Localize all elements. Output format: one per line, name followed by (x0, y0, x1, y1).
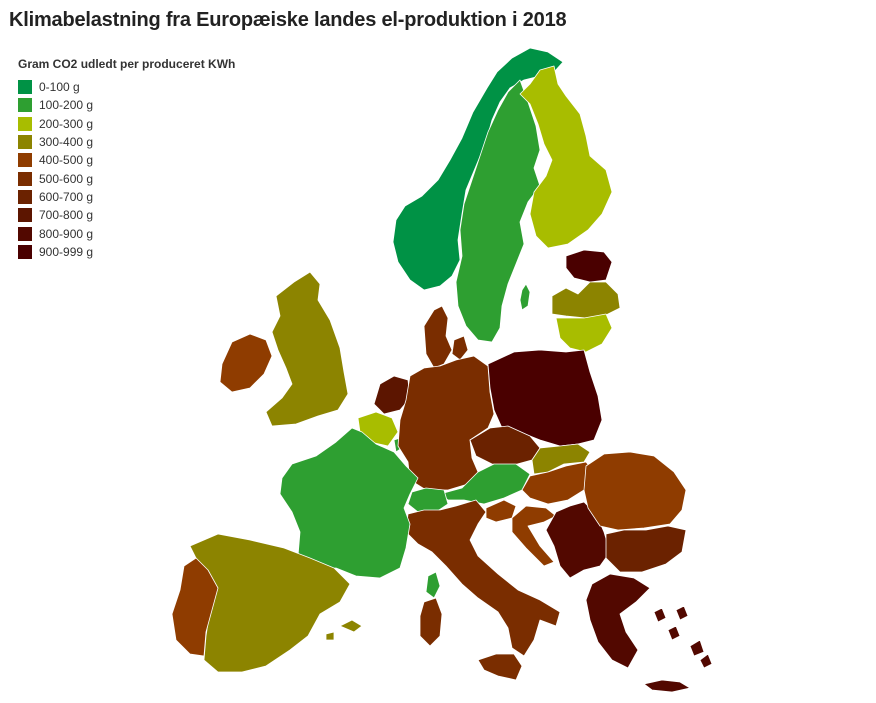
country-corsica[interactable] (425, 571, 441, 599)
legend-item: 400-500 g (18, 151, 235, 169)
legend-item: 700-800 g (18, 206, 235, 224)
legend-title: Gram CO2 udledt per produceret KWh (18, 57, 236, 71)
country-croatia[interactable] (511, 505, 557, 567)
legend-item: 300-400 g (18, 133, 235, 151)
country-balearic-islands[interactable] (325, 619, 363, 641)
legend-label: 500-600 g (39, 171, 94, 186)
legend-item: 0-100 g (18, 78, 235, 96)
legend-swatch (18, 80, 32, 95)
country-crete[interactable] (643, 679, 691, 693)
country-sicily[interactable] (477, 653, 523, 681)
legend-label: 400-500 g (39, 153, 94, 168)
country-greek-islands[interactable] (653, 605, 713, 669)
country-austria[interactable] (439, 463, 531, 505)
legend-item: 600-700 g (18, 188, 235, 206)
legend-swatch (18, 226, 32, 241)
country-slovakia[interactable] (531, 443, 591, 475)
country-ireland[interactable] (219, 333, 273, 393)
country-italy[interactable] (405, 499, 561, 657)
country-gotland[interactable] (519, 283, 531, 311)
legend-item: 100-200 g (18, 96, 235, 114)
country-sardinia[interactable] (419, 597, 443, 647)
country-norway[interactable] (392, 47, 564, 291)
country-france[interactable] (279, 427, 419, 579)
legend: Gram CO2 udledt per produceret KWh 0-100… (18, 57, 235, 261)
legend-label: 800-900 g (39, 226, 94, 241)
legend-label: 200-300 g (39, 116, 94, 131)
legend-swatch (18, 153, 32, 168)
country-bulgaria[interactable] (605, 525, 687, 573)
country-portugal[interactable] (171, 557, 219, 657)
country-lithuania[interactable] (555, 313, 613, 353)
country-switzerland[interactable] (407, 487, 449, 513)
legend-swatch (18, 171, 32, 186)
legend-item: 900-999 g (18, 243, 235, 261)
country-united-kingdom[interactable] (265, 271, 349, 427)
map-title: Klimabelastning fra Europæiske landes el… (9, 9, 567, 31)
country-slovenia[interactable] (485, 499, 517, 523)
legend-label: 700-800 g (39, 208, 94, 223)
country-germany[interactable] (397, 355, 495, 491)
legend-item: 800-900 g (18, 224, 235, 242)
legend-label: 100-200 g (39, 98, 94, 113)
legend-swatch (18, 135, 32, 150)
country-poland[interactable] (487, 349, 603, 447)
legend-swatch (18, 208, 32, 223)
country-denmark[interactable] (423, 305, 469, 369)
country-bosnia-serbia[interactable] (545, 501, 611, 579)
country-greece[interactable] (585, 573, 651, 669)
legend-item: 500-600 g (18, 169, 235, 187)
country-romania[interactable] (583, 451, 687, 531)
country-finland[interactable] (519, 65, 613, 249)
legend-swatch (18, 244, 32, 259)
legend-item: 200-300 g (18, 115, 235, 133)
legend-label: 300-400 g (39, 135, 94, 150)
country-latvia[interactable] (551, 281, 621, 319)
legend-swatch (18, 189, 32, 204)
legend-swatch (18, 98, 32, 113)
legend-label: 900-999 g (39, 244, 94, 259)
legend-label: 600-700 g (39, 189, 94, 204)
country-sweden[interactable] (455, 79, 541, 343)
country-estonia[interactable] (565, 249, 613, 283)
legend-label: 0-100 g (39, 80, 80, 95)
legend-swatch (18, 116, 32, 131)
